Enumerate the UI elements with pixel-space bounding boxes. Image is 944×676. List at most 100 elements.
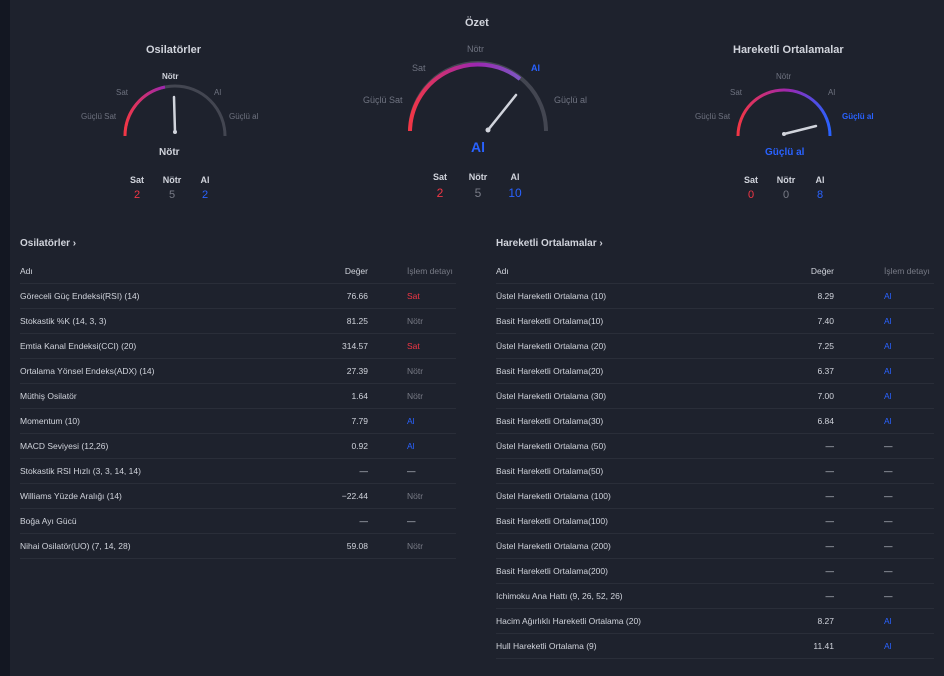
indicator-action: Nötr <box>407 366 424 376</box>
ma-label-strong-sell: Güçlü Sat <box>695 112 731 121</box>
col-header-action: İşlem detayı <box>407 266 453 276</box>
table-row: Üstel Hareketli Ortalama (200) — — <box>496 533 934 559</box>
osc-label-strong-sell: Güçlü Sat <box>81 112 117 121</box>
indicator-action: Al <box>407 416 415 426</box>
indicator-value: 1.64 <box>351 391 368 401</box>
indicator-action: Al <box>884 616 892 626</box>
indicator-action: — <box>884 466 893 476</box>
col-header-value: Değer <box>344 266 368 276</box>
osc-count-sell: 2 <box>133 189 141 201</box>
indicator-value: 8.29 <box>817 291 834 301</box>
indicator-action: — <box>407 516 416 526</box>
ma-table-header: Adı Değer İşlem detayı <box>496 258 934 284</box>
technicals-panel: Osilatörler Güçlü Sat Sat Nötr Al Güçlü … <box>10 0 944 676</box>
ma-count-buy-label: Al <box>815 175 825 185</box>
indicator-name: Ortalama Yönsel Endeks(ADX) (14) <box>20 366 155 376</box>
table-row: Üstel Hareketli Ortalama (50) — — <box>496 433 934 459</box>
summary-title: Özet <box>465 17 489 29</box>
indicator-action: Al <box>884 391 892 401</box>
table-row: Üstel Hareketli Ortalama (30) 7.00 Al <box>496 383 934 409</box>
ma-gauge-result: Güçlü al <box>765 147 805 158</box>
indicator-value: 27.39 <box>346 366 368 376</box>
osc-gauge-dial <box>123 84 227 137</box>
summary-count-neutral-label: Nötr <box>468 172 488 182</box>
osc-label-neutral: Nötr <box>162 72 179 81</box>
indicator-value: — <box>825 491 835 501</box>
osc-count-neutral-label: Nötr <box>162 175 182 185</box>
indicator-value: −22.44 <box>341 491 368 501</box>
table-row: Basit Hareketli Ortalama(10) 7.40 Al <box>496 308 934 334</box>
summary-gauge-dial <box>408 61 548 133</box>
indicator-name: MACD Seviyesi (12,26) <box>20 441 109 451</box>
table-row: Basit Hareketli Ortalama(200) — — <box>496 558 934 584</box>
indicator-name: Üstel Hareketli Ortalama (30) <box>496 391 607 401</box>
indicator-name: Basit Hareketli Ortalama(30) <box>496 416 604 426</box>
ma-label-sell: Sat <box>730 88 743 97</box>
indicator-value: — <box>359 466 369 476</box>
indicator-action: — <box>407 466 416 476</box>
indicator-value: 8.27 <box>817 616 834 626</box>
summary-count-buy-label: Al <box>510 172 520 182</box>
indicator-name: Basit Hareketli Ortalama(50) <box>496 466 604 476</box>
indicator-action: Al <box>884 316 892 326</box>
indicator-value: — <box>359 516 369 526</box>
osc-count-sell-label: Sat <box>129 175 144 185</box>
indicator-action: Sat <box>407 341 420 351</box>
indicator-action: Al <box>884 341 892 351</box>
summary-label-buy: Al <box>531 63 540 73</box>
ma-label-buy: Al <box>828 88 836 97</box>
summary-label-strong-buy: Güçlü al <box>554 95 588 105</box>
indicator-value: 11.41 <box>813 641 834 651</box>
ma-count-buy: 8 <box>816 189 824 201</box>
osc-count-neutral: 5 <box>168 189 176 201</box>
osc-count-buy: 2 <box>201 189 209 201</box>
ma-label-strong-buy: Güçlü al <box>842 112 874 121</box>
ma-count-neutral-label: Nötr <box>776 175 796 185</box>
indicator-action: — <box>884 491 893 501</box>
indicator-name: Üstel Hareketli Ortalama (50) <box>496 441 607 451</box>
indicator-name: Nihai Osilatör(UO) (7, 14, 28) <box>20 541 131 551</box>
indicator-action: Sat <box>407 291 420 301</box>
summary-count-sell-label: Sat <box>432 172 447 182</box>
summary-label-strong-sell: Güçlü Sat <box>363 95 403 105</box>
indicator-action: Nötr <box>407 491 424 501</box>
indicator-value: — <box>825 541 835 551</box>
indicator-name: Stokastik RSI Hızlı (3, 3, 14, 14) <box>20 466 141 476</box>
table-row: Müthiş Osilatör 1.64 Nötr <box>20 383 456 409</box>
ma-count-sell-label: Sat <box>743 175 758 185</box>
table-row: Basit Hareketli Ortalama(20) 6.37 Al <box>496 358 934 384</box>
table-row: Momentum (10) 7.79 Al <box>20 408 456 434</box>
indicator-action: — <box>884 441 893 451</box>
oscillators-table-header: Adı Değer İşlem detayı <box>20 258 456 284</box>
ma-gauge-dial <box>736 88 832 137</box>
ma-count-sell: 0 <box>747 189 755 201</box>
summary-label-neutral: Nötr <box>467 44 485 54</box>
osc-gauge-title: Osilatörler <box>146 44 202 56</box>
indicator-name: Basit Hareketli Ortalama(10) <box>496 316 604 326</box>
indicator-value: 314.57 <box>342 341 368 351</box>
indicator-name: Basit Hareketli Ortalama(20) <box>496 366 604 376</box>
table-row: Emtia Kanal Endeksi(CCI) (20) 314.57 Sat <box>20 333 456 359</box>
table-row: Ichimoku Ana Hattı (9, 26, 52, 26) — — <box>496 583 934 609</box>
indicator-action: Nötr <box>407 391 424 401</box>
indicator-action: Nötr <box>407 541 424 551</box>
oscillators-table-link[interactable]: Osilatörler › <box>20 238 77 249</box>
indicator-name: Ichimoku Ana Hattı (9, 26, 52, 26) <box>496 591 623 601</box>
summary-result: Al <box>471 139 485 155</box>
table-row: Basit Hareketli Ortalama(100) — — <box>496 508 934 534</box>
table-row: Hacim Ağırlıklı Hareketli Ortalama (20) 8… <box>496 608 934 634</box>
ma-count-neutral: 0 <box>782 189 790 201</box>
indicator-name: Boğa Ayı Gücü <box>20 516 77 526</box>
table-row: MACD Seviyesi (12,26) 0.92 Al <box>20 433 456 459</box>
indicator-name: Üstel Hareketli Ortalama (100) <box>496 491 611 501</box>
osc-count-buy-label: Al <box>200 175 210 185</box>
indicator-value: 7.00 <box>817 391 834 401</box>
ma-table-link[interactable]: Hareketli Ortalamalar › <box>496 238 603 249</box>
osc-label-strong-buy: Güçlü al <box>229 112 259 121</box>
indicator-value: 6.84 <box>817 416 834 426</box>
indicator-action: Al <box>884 291 892 301</box>
indicator-value: 59.08 <box>346 541 368 551</box>
table-row: Hull Hareketli Ortalama (9) 11.41 Al <box>496 633 934 659</box>
indicator-name: Stokastik %K (14, 3, 3) <box>20 316 107 326</box>
indicator-action: Al <box>884 416 892 426</box>
